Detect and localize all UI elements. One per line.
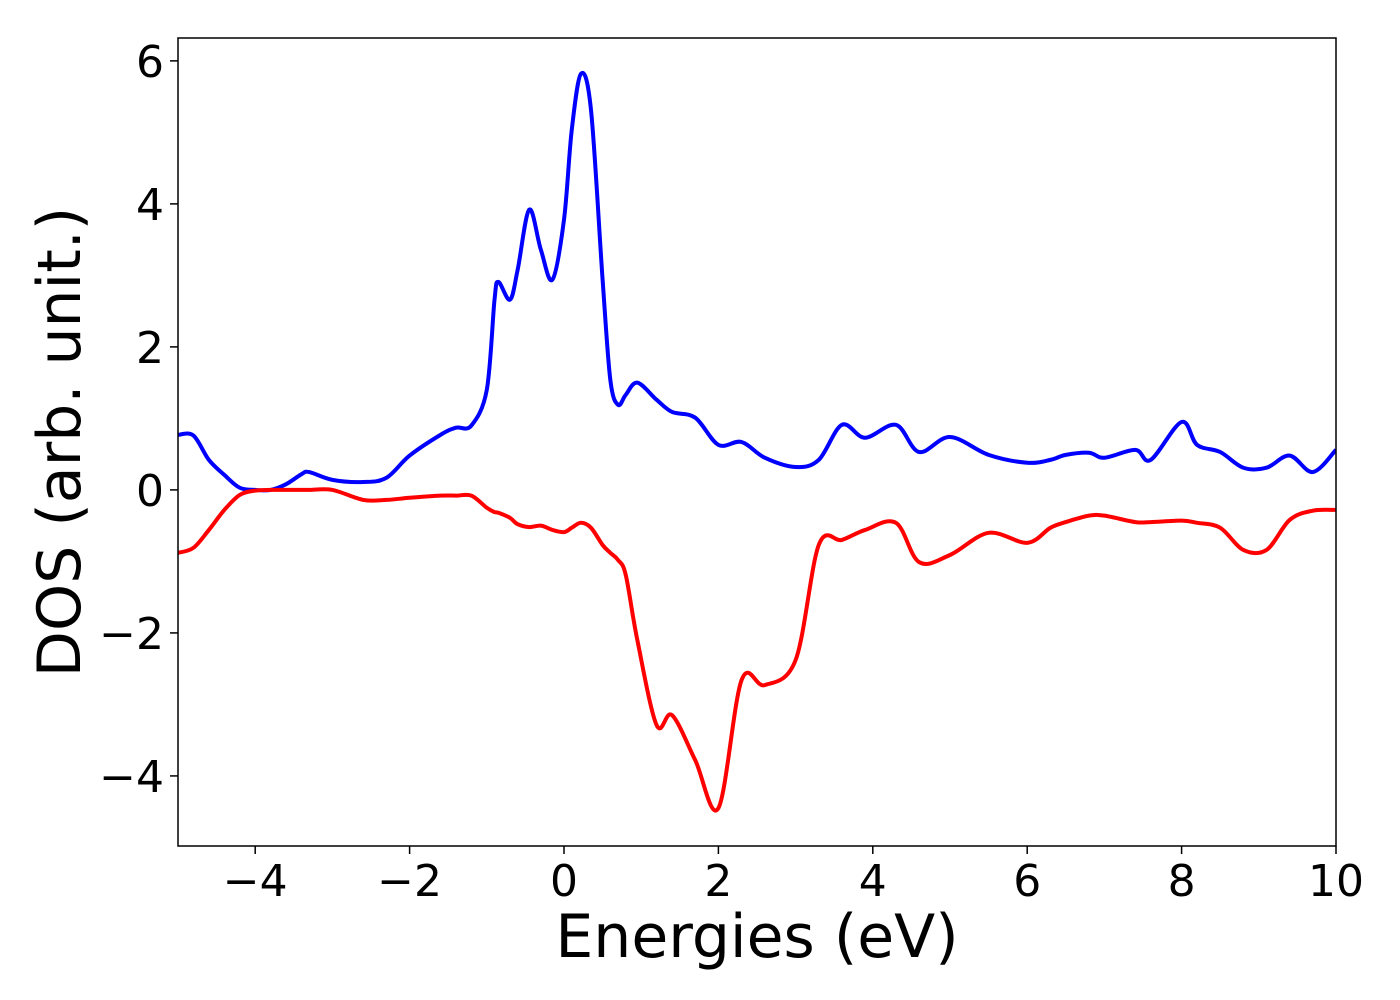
x-tick-label: 6 — [1013, 856, 1041, 907]
y-tick-label: −2 — [99, 609, 164, 660]
y-tick-label: 4 — [136, 180, 164, 231]
x-tick-label: −4 — [223, 856, 288, 907]
y-axis-label: DOS (arb. unit.) — [25, 207, 95, 677]
y-tick-label: 0 — [136, 466, 164, 517]
x-tick-label: 2 — [704, 856, 732, 907]
x-tick-label: −2 — [377, 856, 442, 907]
y-tick-label: 6 — [136, 37, 164, 88]
series-line — [178, 70, 1336, 493]
y-tick-label: −4 — [99, 752, 164, 803]
plot-frame — [177, 37, 1337, 847]
series-line — [178, 487, 1336, 813]
x-axis-label: Energies (eV) — [555, 902, 958, 972]
y-tick-label: 2 — [136, 323, 164, 374]
x-tick-label: 0 — [550, 856, 578, 907]
x-tick-label: 10 — [1308, 856, 1364, 907]
x-tick-label: 8 — [1168, 856, 1196, 907]
x-tick-label: 4 — [859, 856, 887, 907]
